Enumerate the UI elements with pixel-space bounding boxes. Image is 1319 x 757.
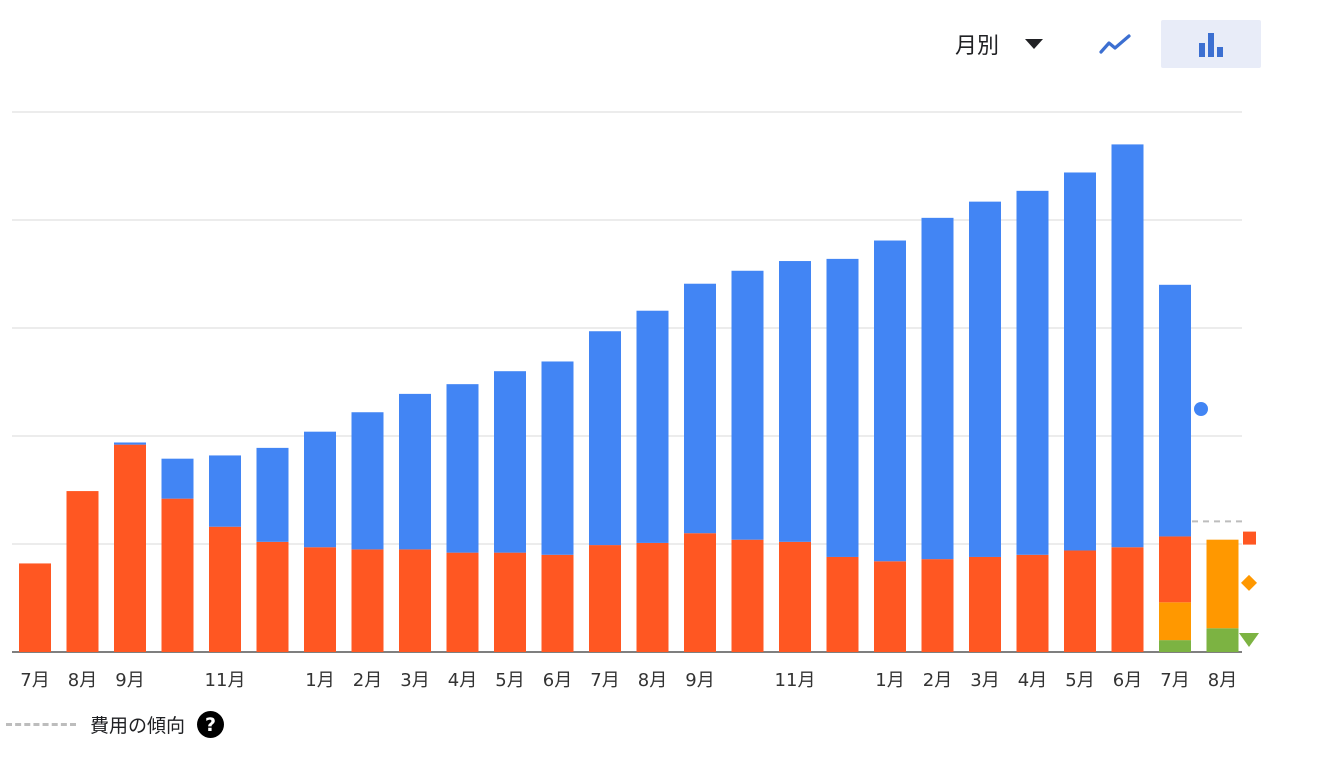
bar-green <box>1206 628 1239 652</box>
bar-blue <box>731 270 764 540</box>
bar-blue <box>969 201 1001 557</box>
bar-red <box>114 444 146 652</box>
help-icon[interactable]: ? <box>197 711 225 738</box>
x-tick-label: 8月 <box>68 670 97 691</box>
chart-toolbar: 月別 <box>955 20 1261 68</box>
bar-red <box>921 559 954 652</box>
bar-blue <box>256 447 289 542</box>
bar-blue <box>1064 172 1096 551</box>
bar-orange <box>1206 539 1239 629</box>
bar-blue <box>446 384 479 553</box>
trend-legend-label: 費用の傾向 <box>90 715 186 737</box>
bar-blue <box>589 331 621 546</box>
line-view-button[interactable] <box>1089 20 1141 68</box>
bar-blue <box>1111 144 1144 548</box>
x-tick-label: 9月 <box>115 670 144 691</box>
x-tick-label: 5月 <box>495 670 524 691</box>
bar-red <box>351 549 384 652</box>
x-tick-label: 7月 <box>590 670 619 691</box>
trend-markers <box>1192 402 1259 648</box>
legend: 費用の傾向 ? <box>6 711 225 738</box>
bar-blue <box>921 217 954 560</box>
bar-red <box>1111 547 1144 652</box>
x-tick-label: 6月 <box>543 670 572 691</box>
bar-red <box>541 554 574 652</box>
bar-blue <box>161 458 194 499</box>
bar-green <box>1159 640 1191 652</box>
bar-blue <box>541 361 574 555</box>
x-tick-label: 7月 <box>1160 670 1189 691</box>
bar-blue <box>304 431 336 548</box>
x-axis-labels: 7月 8月 9月 11月 1月 2月 3月 4月 5月 6月 7月 8月 9月 11月 1月 2月 3月 4月 5月… <box>20 670 1237 691</box>
bar-blue <box>399 393 431 550</box>
bar-red <box>1064 550 1096 652</box>
bar-red <box>874 561 906 652</box>
bar-red <box>399 549 431 652</box>
bars <box>19 144 1239 652</box>
bar-red <box>779 541 811 652</box>
x-tick-label: 2月 <box>923 670 952 691</box>
trend-marker-square <box>1243 531 1256 545</box>
bar-blue <box>826 258 859 557</box>
bar-red <box>589 545 621 652</box>
bar-red <box>969 556 1001 652</box>
x-tick-label: 11月 <box>205 670 246 691</box>
x-tick-label: 9月 <box>685 670 714 691</box>
bar-blue <box>209 455 241 527</box>
trend-marker-triangle <box>1239 633 1259 648</box>
trending-line-icon <box>1099 34 1131 54</box>
bar-red <box>304 547 336 652</box>
bar-red <box>1016 554 1049 652</box>
x-tick-label: 11月 <box>775 670 816 691</box>
x-tick-label: 6月 <box>1113 670 1142 691</box>
x-tick-label: 5月 <box>1065 670 1094 691</box>
x-tick-label: 1月 <box>875 670 904 691</box>
bar-blue <box>636 310 669 543</box>
x-tick-label: 8月 <box>638 670 667 691</box>
trend-line-swatch <box>6 723 76 726</box>
trend-marker-diamond <box>1241 574 1257 591</box>
bar-blue <box>1016 190 1049 555</box>
bar-red <box>161 498 194 652</box>
bar-red <box>446 552 479 652</box>
bar-orange <box>1159 602 1191 641</box>
bar-red <box>684 533 716 652</box>
x-tick-label: 3月 <box>400 670 429 691</box>
bar-blue <box>494 371 526 553</box>
granularity-dropdown[interactable]: 月別 <box>955 28 1043 60</box>
chevron-down-icon <box>1025 39 1043 49</box>
x-tick-label: 2月 <box>353 670 382 691</box>
bar-red <box>494 552 526 652</box>
trend-marker-circle <box>1194 402 1208 416</box>
bar-red <box>209 526 241 652</box>
x-tick-label: 4月 <box>448 670 477 691</box>
x-tick-label: 3月 <box>970 670 999 691</box>
bar-chart-icon <box>1199 33 1223 57</box>
bar-red <box>66 491 99 652</box>
bar-blue <box>114 442 146 445</box>
bar-blue <box>351 412 384 550</box>
bar-blue <box>779 261 811 542</box>
bar-red <box>636 542 669 652</box>
bar-red <box>1159 536 1191 603</box>
bar-view-button[interactable] <box>1161 20 1261 68</box>
granularity-label: 月別 <box>954 34 999 59</box>
bar-red <box>256 541 289 652</box>
gridlines <box>12 111 1242 653</box>
x-tick-label: 7月 <box>20 670 49 691</box>
x-tick-label: 4月 <box>1018 670 1047 691</box>
cost-bar-chart: 7月 8月 9月 11月 1月 2月 3月 4月 5月 6月 7月 8月 9月 11月 1月 2月 3月 4月 5月… <box>12 111 1259 691</box>
x-tick-label: 8月 <box>1208 670 1237 691</box>
bar-red <box>731 539 764 652</box>
x-tick-label: 1月 <box>305 670 334 691</box>
bar-blue <box>684 283 716 534</box>
bar-blue <box>1159 284 1191 537</box>
bar-blue <box>874 240 906 562</box>
bar-red <box>826 556 859 652</box>
bar-red <box>19 563 51 652</box>
